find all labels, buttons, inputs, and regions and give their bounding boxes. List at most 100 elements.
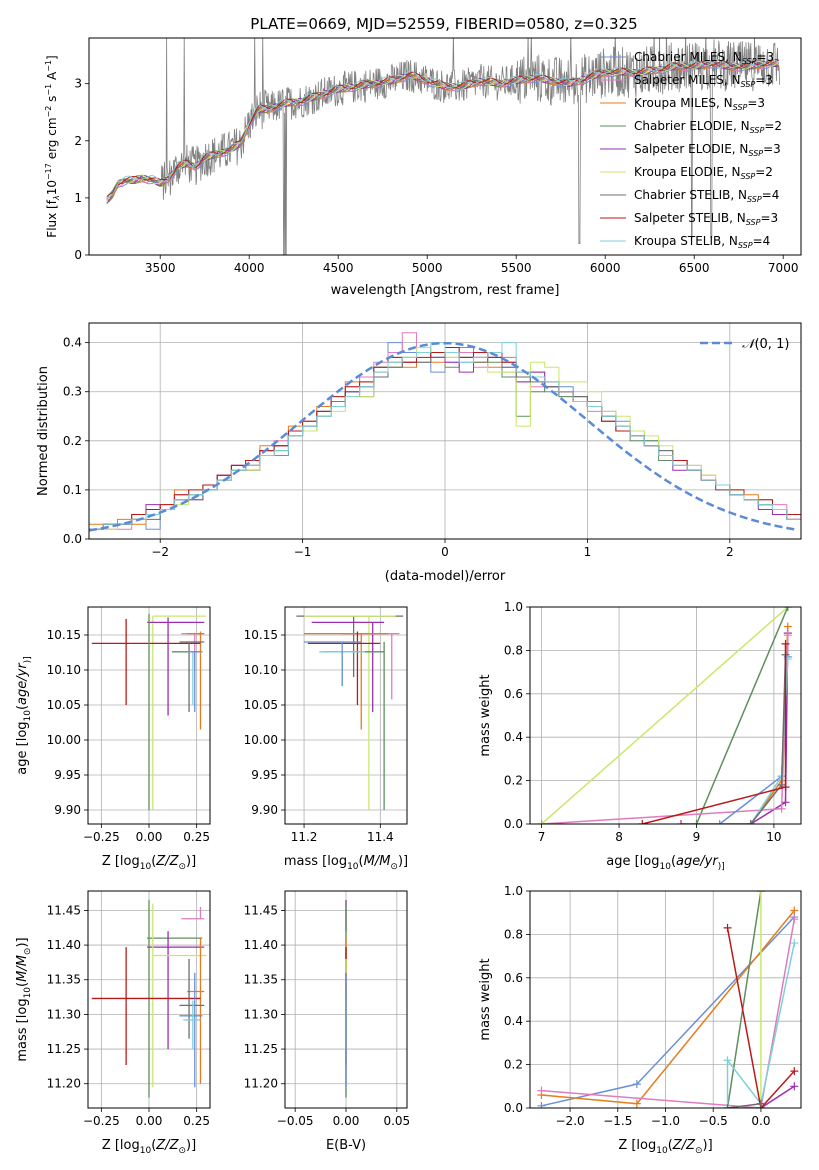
age-mass-frame <box>284 606 408 825</box>
figure-title: PLATE=0669, MJD=52559, FIBERID=0580, z=0… <box>250 15 637 33</box>
spectrum-ylabel: Flux [fλ10−17 erg cm−2 s−1 A−1] <box>44 55 61 237</box>
mass-z-ytick-label: 11.25 <box>47 1042 81 1056</box>
weight-age-line <box>541 607 789 824</box>
weight-age-line <box>681 632 789 824</box>
mass-z-ytick-label: 11.40 <box>47 938 81 952</box>
mass-z-ylabel: mass [log10(M/M⊙)] <box>15 937 33 1061</box>
residuals-ytick-label: 0.4 <box>63 336 82 350</box>
weight-age-ytick-label: 0.6 <box>504 687 523 701</box>
residuals-ytick-label: 0.3 <box>63 385 82 399</box>
mass-z-plot-area <box>91 900 207 1098</box>
mass-ebv-ytick-label: 11.35 <box>244 973 278 987</box>
age-mass-plot-area <box>296 615 404 810</box>
spectrum-legend-entry: Salpeter MILES, NSSP=3 <box>634 73 773 89</box>
age-mass-xtick-label: 11.4 <box>367 830 394 844</box>
weight-z-line <box>760 1085 795 1108</box>
mass-ebv-ytick-label: 11.25 <box>244 1042 278 1056</box>
weight-z-line <box>726 927 795 1108</box>
weight-age-marker <box>692 820 701 824</box>
weight-z-marker <box>790 1082 799 1091</box>
weight-z-frame <box>529 890 802 1109</box>
weight-z-plot-area <box>537 891 799 1108</box>
age-z-ytick-label: 10.15 <box>47 628 81 642</box>
age-z-xtick-label: 0.25 <box>183 830 210 844</box>
weight-age-marker <box>537 820 546 824</box>
weight-age-marker <box>777 804 786 813</box>
spectrum-legend-entry: Chabrier MILES, NSSP=3 <box>634 50 774 66</box>
age-z-ytick-label: 10.00 <box>47 733 81 747</box>
weight-z-ytick-label: 0.4 <box>504 1014 523 1028</box>
weight-z-line <box>727 1102 761 1108</box>
mass-ebv-xtick-label: −0.05 <box>277 1114 314 1128</box>
mass-z-ytick-label: 11.45 <box>47 903 81 917</box>
weight-z-marker <box>723 1104 732 1108</box>
weight-age-ylabel: mass weight <box>478 674 493 756</box>
spectrum-xtick-label: 5000 <box>412 261 443 275</box>
age-mass-ytick-label: 9.90 <box>251 803 278 817</box>
weight-age-ytick-label: 1.0 <box>504 600 523 614</box>
spectrum-legend-entry: Kroupa ELODIE, NSSP=2 <box>634 165 773 181</box>
weight-age-ytick-label: 0.4 <box>504 730 523 744</box>
weight-z-marker <box>632 1099 641 1108</box>
spectrum-legend-entry: Chabrier ELODIE, NSSP=2 <box>634 119 782 135</box>
spectrum-ytick-label: 2 <box>74 134 82 148</box>
weight-z-ytick-label: 0.6 <box>504 971 523 985</box>
weight-z-line <box>541 919 796 1108</box>
weight-age-xtick-label: 9 <box>693 830 701 844</box>
residuals-xtick-label: 0 <box>441 545 449 559</box>
age-z-xtick-label: 0.00 <box>136 830 163 844</box>
age-z-ylabel: age [log10(age/yr)] <box>15 656 33 774</box>
mass-ebv-ytick-label: 11.40 <box>244 938 278 952</box>
mass-z-xtick-label: 0.00 <box>136 1114 163 1128</box>
spectrum-ytick-label: 1 <box>74 191 82 205</box>
weight-z-marker <box>756 1099 765 1108</box>
residuals-frame <box>88 322 802 540</box>
mass-ebv-ytick-label: 11.30 <box>244 1007 278 1021</box>
weight-z-marker <box>756 891 765 895</box>
residuals-ytick-label: 0.2 <box>63 434 82 448</box>
weight-age-xtick-label: 8 <box>615 830 623 844</box>
spectrum-legend-entry: Kroupa MILES, NSSP=3 <box>634 96 765 112</box>
spectrum-model-line <box>106 58 780 198</box>
residuals-ytick-label: 0.1 <box>63 483 82 497</box>
residuals-ylabel: Normed distribution <box>36 366 51 496</box>
mass-ebv-xtick-label: 0.00 <box>333 1114 360 1128</box>
mass-ebv-xlabel: E(B-V) <box>326 1138 366 1153</box>
age-mass-ytick-label: 10.00 <box>244 733 278 747</box>
weight-z-marker <box>723 1056 732 1065</box>
spectrum-model-line <box>106 59 779 199</box>
age-z-ytick-label: 10.10 <box>47 663 81 677</box>
weight-z-marker <box>537 1086 546 1095</box>
weight-age-ytick-label: 0.2 <box>504 774 523 788</box>
weight-z-line <box>726 942 796 1108</box>
spectrum-frame <box>88 37 802 256</box>
weight-age-marker <box>746 820 755 824</box>
mass-z-xtick-label: 0.25 <box>183 1114 210 1128</box>
age-z-xlabel: Z [log10(Z/Z⊙)] <box>102 854 196 872</box>
weight-z-ytick-label: 1.0 <box>504 884 523 898</box>
mass-ebv-xtick-label: 0.05 <box>383 1114 410 1128</box>
mass-ebv-ytick-label: 11.20 <box>244 1077 278 1091</box>
weight-age-marker <box>676 820 685 824</box>
spectrum-xlabel: wavelength [Angstrom, rest frame] <box>331 283 560 298</box>
age-mass-xlabel: mass [log10(M/M⊙)] <box>284 854 408 872</box>
residuals-xtick-label: −2 <box>151 545 169 559</box>
weight-z-marker <box>632 1080 641 1089</box>
mass-z-frame <box>87 890 211 1109</box>
weight-age-xlabel: age [log10(age/yr)] <box>606 854 724 872</box>
age-z-plot-area <box>91 614 207 810</box>
weight-age-xtick-label: 10 <box>766 830 781 844</box>
weight-age-marker <box>781 783 790 792</box>
weight-age-marker <box>638 820 647 824</box>
weight-z-ytick-label: 0.8 <box>504 927 523 941</box>
weight-z-marker <box>537 1101 546 1108</box>
mass-ebv-frame <box>284 890 408 1109</box>
mass-z-ytick-label: 11.35 <box>47 973 81 987</box>
weight-age-plot-area <box>537 607 792 824</box>
spectrum-legend-entry: Salpeter STELIB, NSSP=3 <box>634 211 778 227</box>
residuals-ytick-label: 0.0 <box>63 532 82 546</box>
spectrum-plot-area <box>106 38 780 255</box>
age-mass-ytick-label: 9.95 <box>251 768 278 782</box>
mass-z-xtick-label: −0.25 <box>83 1114 120 1128</box>
